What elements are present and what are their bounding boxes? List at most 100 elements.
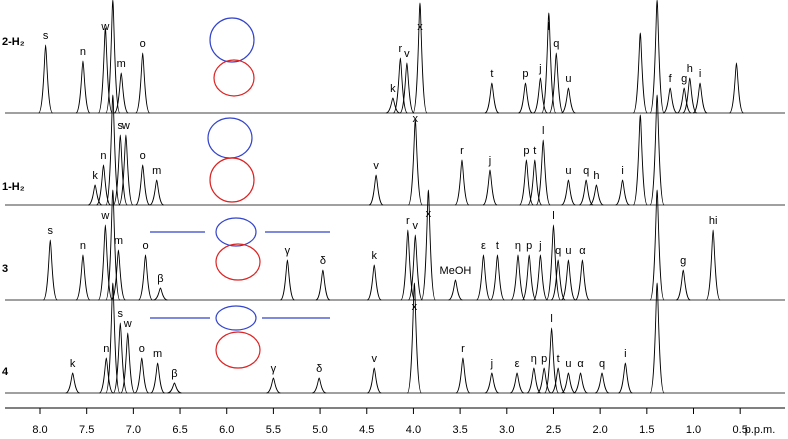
peak-label: x [417,21,423,33]
peak-label: l [550,313,552,325]
peak [476,254,491,301]
peak [454,159,470,206]
peak [110,249,126,301]
peak [105,282,121,394]
x-tick-label: 4.0 [406,424,421,436]
peak-label: r [461,343,465,355]
peak-label: r [460,145,464,157]
peak [589,184,604,206]
peak-label: η [531,353,537,365]
peak-label: u [565,245,571,257]
peak [38,44,54,114]
peak [509,372,525,394]
peak-label: h [593,170,599,182]
peak [578,179,594,206]
peak-label: j [538,240,541,252]
peak-label: p [541,353,547,365]
peak-label: i [624,348,626,360]
peak-label: t [496,240,499,252]
peak-label: n [100,150,106,162]
peak [615,179,630,206]
peak-label: k [92,170,98,182]
peak [484,82,500,114]
peak-label: n [103,343,109,355]
peak-label: s [48,225,54,237]
peak-label: p [526,240,532,252]
peak-label: x [412,301,418,313]
peak [105,0,121,114]
peak [510,254,526,301]
peak [368,174,384,206]
peak-label: f [669,73,673,85]
peak [527,159,543,206]
peak-label: l [548,21,550,33]
peak-label: q [599,358,605,370]
peak-label: l [542,125,544,137]
peak-label: v [404,48,410,60]
peak [448,279,463,301]
peak [544,327,560,394]
peak [149,179,164,206]
peak [729,62,744,114]
peak-label: i [621,165,623,177]
peak [400,229,416,301]
peak [675,269,691,301]
peak-label: n [80,46,86,58]
peak-label: γ [285,245,291,257]
peak-label: w [123,318,132,330]
x-tick-label: 6.0 [219,424,234,436]
peak-label: q [555,245,561,257]
peak-label: j [488,155,491,167]
spectrum-name: 1-H₂ [2,181,25,193]
peak [134,357,150,394]
peak-label: r [406,215,410,227]
peak-label: j [490,358,493,370]
peak [692,82,708,114]
peak [649,94,665,206]
x-tick-label: 6.5 [172,424,187,436]
peak-label: v [371,353,377,365]
peak-label: m [152,165,161,177]
x-tick-label: 1.5 [639,424,654,436]
peak [482,169,498,206]
peak-label: v [413,220,419,232]
peak [120,332,136,394]
peak [546,224,561,301]
peak [518,159,534,206]
peak [662,87,678,114]
x-tick-label: 2.0 [593,424,608,436]
peak [96,164,111,206]
peak-label: δ [316,363,322,375]
peak [548,52,564,114]
peak-label: x [426,208,432,220]
peak-label: s [118,120,124,132]
peak [455,357,471,394]
structure-1h2 [207,117,255,203]
x-tick-label: 4.5 [359,424,374,436]
peak [412,2,428,114]
peak-label: u [565,358,571,370]
x-tick-label: 3.5 [452,424,467,436]
peak [75,60,91,114]
peak [574,259,590,301]
peak [550,259,566,301]
peak-label: v [373,160,379,172]
peak-label: g [680,255,686,267]
peak-label: o [139,343,145,355]
x-tick-label: 2.5 [546,424,561,436]
peak [105,94,121,206]
peak [484,372,500,394]
structure-3 [150,217,330,281]
peak [573,372,588,394]
peak-label: t [557,353,560,365]
peak-label: n [80,240,86,252]
peak [150,362,166,394]
peak [112,322,128,394]
peak-label: r [399,43,403,55]
peak [135,52,151,114]
peak-label: α [579,245,586,257]
x-tick-label: 3.0 [499,424,514,436]
peak [649,282,665,394]
peak [526,367,542,394]
